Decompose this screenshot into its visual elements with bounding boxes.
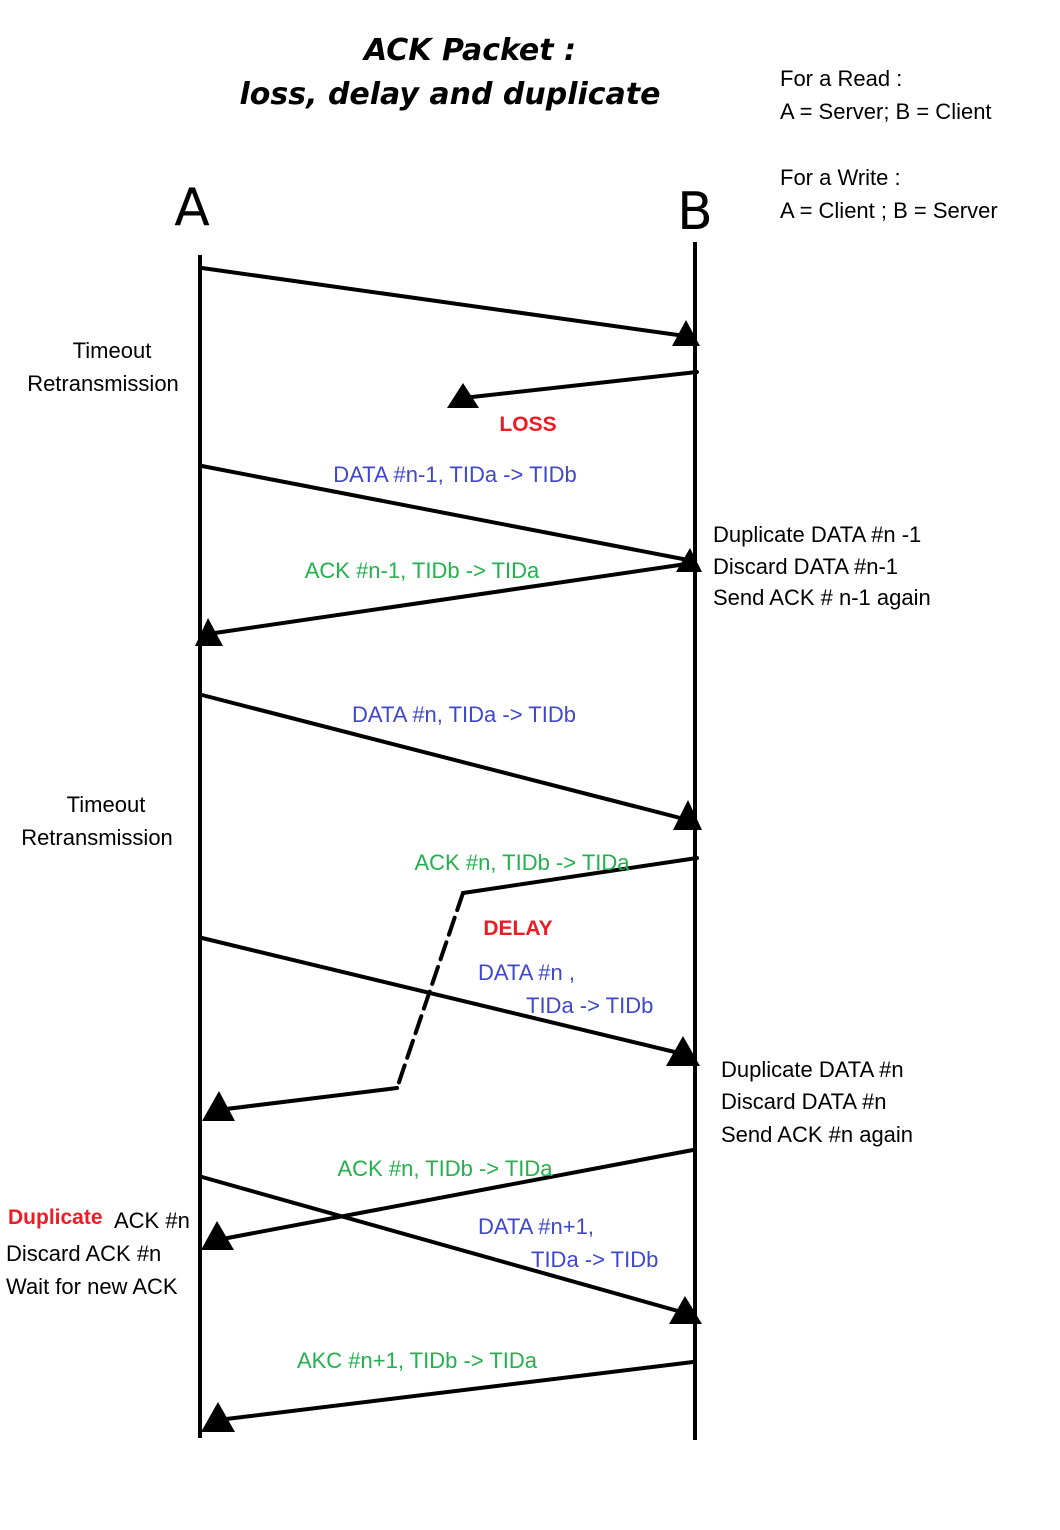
label-ack-n-minus-1: ACK #n-1, TIDb -> TIDa: [305, 558, 540, 583]
entity-a: A: [174, 178, 210, 238]
arrow-ack-n-delayed-dashed: [395, 891, 465, 1090]
arrowhead-data-n-icon: [673, 800, 702, 830]
duplicate-ack-note-line3: Wait for new ACK: [6, 1274, 178, 1299]
label-data-n-retx-line1: DATA #n ,: [478, 960, 575, 985]
entity-b: B: [677, 182, 713, 242]
duplicate-ack-note-line2: Discard ACK #n: [6, 1241, 161, 1266]
arrowhead-data-retx-icon: [666, 1036, 700, 1066]
label-data-n: DATA #n, TIDa -> TIDb: [352, 702, 576, 727]
label-data-n-minus-1: DATA #n-1, TIDa -> TIDb: [333, 462, 577, 487]
title-line1: ACK Packet :: [362, 33, 576, 68]
arrowhead-ack-n-plus-1-icon: [201, 1402, 235, 1432]
label-ack-n-again: ACK #n, TIDb -> TIDa: [338, 1156, 554, 1181]
arrow-ack-n-minus-1: [206, 561, 695, 636]
read-mapping: A = Server; B = Client: [780, 99, 992, 124]
duplicate-data-1-line2: Discard DATA #n-1: [713, 554, 898, 579]
label-data-n-retx-line2: TIDa -> TIDb: [526, 993, 653, 1018]
arrow-data-n-minus-1: [200, 464, 690, 562]
delay-label: DELAY: [483, 917, 552, 940]
read-heading: For a Read :: [780, 66, 902, 91]
arrowhead-ack-n-minus-1-icon: [195, 618, 223, 646]
arrowhead-ack-delayed-icon: [202, 1091, 235, 1121]
label-ack-n-plus-1: AKC #n+1, TIDb -> TIDa: [297, 1348, 538, 1373]
arrowhead-initial-icon: [672, 320, 700, 346]
arrowhead-data-n-plus-1-icon: [669, 1296, 702, 1324]
duplicate-data-2-line1: Duplicate DATA #n: [721, 1057, 904, 1082]
arrow-ack-n-delayed-part2: [216, 1086, 399, 1112]
arrow-data-initial: [200, 266, 687, 338]
arrowhead-lost-icon: [447, 383, 479, 408]
arrow-data-n: [200, 693, 690, 822]
duplicate-ack-note-line1: ACK #n: [114, 1208, 190, 1233]
arrowhead-data-n-minus-1-icon: [676, 548, 702, 572]
timeout-note-2-line2: Retransmission: [21, 825, 173, 850]
title-line2: loss, delay and duplicate: [240, 77, 661, 112]
duplicate-data-2-line3: Send ACK #n again: [721, 1122, 913, 1147]
label-data-n-plus-1-line2: TIDa -> TIDb: [531, 1247, 658, 1272]
arrow-ack-lost: [461, 370, 699, 400]
duplicate-data-1-line1: Duplicate DATA #n -1: [713, 522, 921, 547]
loss-label: LOSS: [499, 413, 556, 436]
arrow-data-n-retransmit: [200, 936, 685, 1056]
duplicate-ack-tag: Duplicate: [8, 1206, 103, 1229]
arrow-ack-n-again: [215, 1148, 695, 1242]
timeout-note-2-line1: Timeout: [67, 792, 146, 817]
duplicate-data-2-line2: Discard DATA #n: [721, 1089, 886, 1114]
duplicate-data-1-line3: Send ACK # n-1 again: [713, 585, 931, 610]
arrow-data-n-plus-1: [200, 1175, 687, 1315]
timeout-note-1-line1: Timeout: [73, 338, 152, 363]
write-mapping: A = Client ; B = Server: [780, 198, 998, 223]
arrow-ack-n-delayed-part1: [461, 856, 699, 895]
arrow-ack-n-plus-1: [216, 1360, 695, 1422]
label-ack-n-delayed: ACK #n, TIDb -> TIDa: [415, 850, 631, 875]
write-heading: For a Write :: [780, 165, 901, 190]
label-data-n-plus-1-line1: DATA #n+1,: [478, 1214, 594, 1239]
arrowhead-ack-again-icon: [201, 1221, 234, 1250]
timeout-note-1-line2: Retransmission: [27, 371, 179, 396]
